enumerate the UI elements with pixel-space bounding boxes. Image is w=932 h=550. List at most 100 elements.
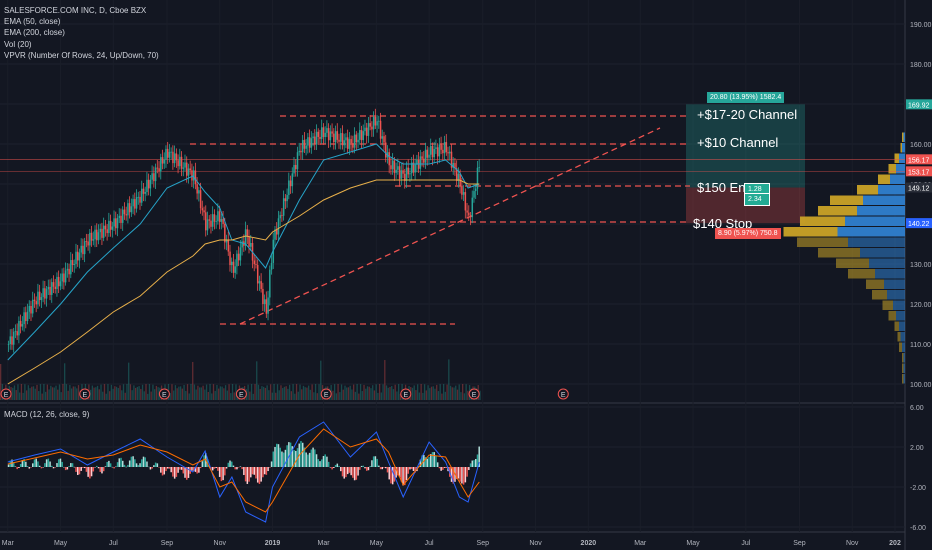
candle-body xyxy=(310,138,313,148)
candle-body xyxy=(237,253,240,261)
volume-bar xyxy=(353,384,355,400)
macd-histogram-bar xyxy=(149,467,152,470)
macd-histogram-bar xyxy=(85,467,88,472)
candle-body xyxy=(109,220,112,230)
macd-histogram-bar xyxy=(244,467,247,482)
macd-histogram-bar xyxy=(265,467,268,475)
macd-histogram-bar xyxy=(161,467,164,476)
volume-bar xyxy=(188,393,190,400)
volume-bar xyxy=(269,384,272,400)
candle-body xyxy=(111,226,114,230)
volume-bar xyxy=(465,384,467,400)
candle-body xyxy=(168,151,171,158)
volume-bar xyxy=(342,389,344,400)
vpvr-legend: VPVR (Number Of Rows, 24, Up/Down, 70) xyxy=(4,51,159,60)
candle-body xyxy=(421,156,423,159)
vpvr-up-bar xyxy=(837,227,905,237)
vpvr-up-bar xyxy=(903,353,905,363)
volume-bar xyxy=(117,388,119,400)
macd-histogram-bar xyxy=(251,467,254,475)
candle-body xyxy=(80,245,82,253)
candle-body xyxy=(236,253,238,267)
volume-bar xyxy=(155,385,158,400)
volume-bar xyxy=(287,388,289,400)
volume-bar xyxy=(290,391,293,400)
earnings-marker-label: E xyxy=(472,392,477,399)
volume-bar xyxy=(288,384,291,400)
volume-bar xyxy=(351,389,353,400)
macd-histogram-bar xyxy=(63,466,65,468)
price-tag-label: 149.12 xyxy=(908,186,930,193)
candle-body xyxy=(424,149,427,163)
macd-histogram-bar xyxy=(464,467,467,483)
candle-body xyxy=(378,120,380,122)
candle-body xyxy=(225,239,228,243)
vpvr-up-bar xyxy=(863,195,905,205)
volume-bar xyxy=(297,391,299,400)
macd-histogram-bar xyxy=(286,445,288,467)
volume-bar xyxy=(423,384,426,400)
volume-bar xyxy=(173,390,175,400)
candle-body xyxy=(462,192,465,195)
volume-bar xyxy=(179,386,182,400)
macd-histogram-bar xyxy=(134,459,136,467)
macd-histogram-bar xyxy=(262,467,264,478)
candle-body xyxy=(393,160,396,173)
candle-body xyxy=(345,137,347,141)
volume-bar xyxy=(453,387,455,400)
candle-body xyxy=(125,214,127,216)
candle-body xyxy=(279,215,281,219)
macd-histogram-bar xyxy=(379,467,382,470)
candle-body xyxy=(338,139,340,142)
candle-body xyxy=(308,137,311,148)
macd-histogram-bar xyxy=(466,467,468,477)
candle-body xyxy=(71,260,74,265)
volume-bar xyxy=(202,385,204,400)
candle-body xyxy=(90,232,93,241)
volume-bar xyxy=(70,388,73,400)
volume-bar xyxy=(122,384,125,400)
candle-body xyxy=(340,133,342,142)
macd-histogram-bar xyxy=(336,463,339,467)
candle-body xyxy=(194,170,197,185)
volume-bar xyxy=(211,393,213,400)
volume-bar xyxy=(467,390,469,400)
macd-histogram-bar xyxy=(359,467,361,470)
candle-body xyxy=(260,281,262,289)
candle-body xyxy=(327,128,330,141)
macd-histogram-bar xyxy=(270,461,273,467)
candle-body xyxy=(135,197,138,209)
price-tag-label: 169.92 xyxy=(908,102,930,109)
macd-histogram-bar xyxy=(428,457,430,467)
candle-body xyxy=(121,209,124,223)
volume-bar xyxy=(129,384,132,400)
candle-body xyxy=(205,212,207,231)
volume-bar xyxy=(385,385,388,400)
macd-histogram-bar xyxy=(305,452,307,467)
volume-bar xyxy=(197,385,199,400)
candle-body xyxy=(350,139,352,144)
volume-bar xyxy=(448,359,450,400)
macd-line xyxy=(7,421,480,523)
volume-bar xyxy=(138,386,140,400)
candle-body xyxy=(301,139,304,153)
candle-body xyxy=(173,153,176,164)
candle-body xyxy=(132,199,134,207)
candle-body xyxy=(464,192,467,211)
macd-histogram-bar xyxy=(374,456,377,467)
candle-body xyxy=(154,167,157,182)
volume-bar xyxy=(46,384,49,400)
volume-bar xyxy=(67,390,69,400)
volume-bar xyxy=(463,393,466,400)
macd-histogram-bar xyxy=(243,467,245,476)
volume-bar xyxy=(174,385,177,400)
macd-histogram-bar xyxy=(163,467,166,475)
vpvr-up-bar xyxy=(903,363,905,373)
candle-body xyxy=(298,150,300,153)
volume-bar xyxy=(372,385,374,400)
macd-histogram-bar xyxy=(274,446,276,467)
annotation-channel-17-20: +$17-20 Channel xyxy=(697,107,798,122)
candle-body xyxy=(426,149,429,158)
